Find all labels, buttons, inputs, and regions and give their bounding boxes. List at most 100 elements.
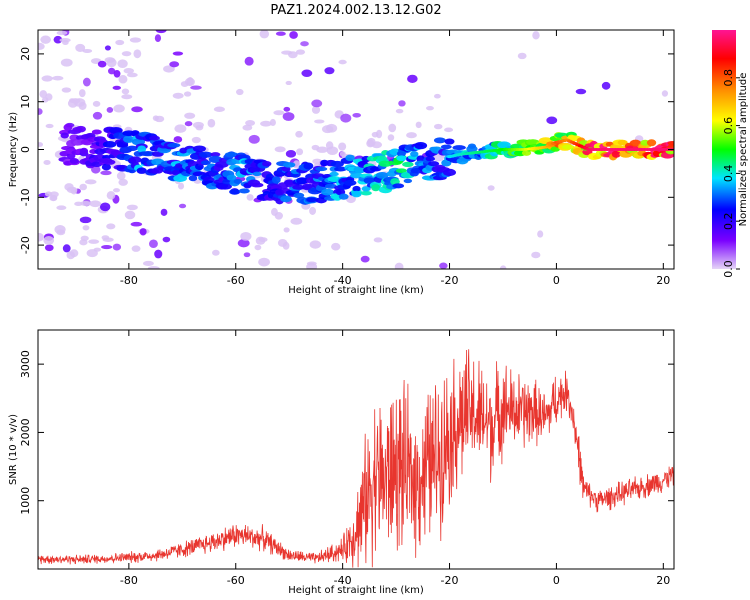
noise-blob	[245, 120, 256, 127]
noise-blob	[91, 165, 101, 174]
noise-blob	[283, 106, 291, 112]
ridge-blob	[433, 137, 446, 144]
ridge-blob	[334, 166, 347, 172]
ridge-blob	[188, 175, 198, 182]
noise-blob	[41, 75, 53, 82]
noise-blob	[289, 31, 298, 39]
noise-blob	[142, 260, 154, 266]
noise-blob	[312, 158, 322, 165]
noise-blob	[273, 110, 285, 116]
colorbar-tick-label: 0.6	[722, 117, 735, 135]
ridge-blob	[79, 147, 89, 155]
noise-blob	[295, 49, 306, 55]
ridge-blob	[402, 161, 414, 167]
ridge-blob	[521, 150, 532, 156]
noise-blob	[254, 244, 262, 251]
noise-blob	[324, 67, 335, 75]
spectrogram-panel: -80 -60 -40 -20 0 20 -20 -10 0 10 20 Height of str…	[8, 29, 675, 296]
x-tick-label: -80	[120, 574, 138, 587]
ridge-blob	[102, 140, 117, 148]
ridge-blob	[210, 152, 221, 157]
ridge-blob	[91, 129, 102, 135]
ridge-blob	[315, 166, 328, 172]
colorbar-tick-label: 0.0	[722, 260, 735, 278]
noise-blob	[281, 50, 293, 55]
noise-blob	[129, 37, 142, 43]
ridge-blob	[324, 183, 337, 189]
noise-blob	[340, 113, 352, 123]
ridge-blob	[390, 178, 400, 186]
spectrogram-ticks: -80 -60 -40 -20 0 20 -20 -10 0 10 20	[19, 30, 674, 287]
ridge-blob	[109, 127, 123, 134]
noise-blob	[575, 88, 587, 95]
ridge-blob	[352, 185, 361, 192]
ridge-blob	[141, 150, 155, 157]
noise-blob	[434, 123, 443, 130]
x-tick-label: -40	[334, 274, 352, 287]
ridge-blob	[371, 184, 381, 192]
ridge-blob	[561, 144, 575, 150]
noise-blob	[388, 123, 397, 133]
ridge-blob	[646, 139, 657, 147]
noise-blob	[45, 123, 54, 129]
noise-blob	[123, 68, 135, 74]
noise-blob	[190, 85, 202, 90]
noise-blob	[191, 136, 201, 144]
ridge-blob	[351, 190, 362, 198]
noise-blob	[38, 108, 43, 115]
noise-blob	[38, 42, 45, 50]
noise-blob	[49, 191, 59, 198]
ridge-blob	[69, 157, 79, 164]
ridge-blob	[395, 168, 407, 174]
ridge-blob	[667, 141, 674, 146]
y-tick-label: 3000	[19, 350, 32, 378]
noise-blob	[149, 239, 158, 249]
ridge-blob	[414, 141, 428, 150]
colorbar-tick-label: 0.2	[722, 212, 735, 230]
noise-blob	[84, 179, 97, 185]
noise-blob	[80, 235, 89, 241]
x-tick-label: -80	[120, 274, 138, 287]
noise-blob	[499, 265, 507, 269]
noise-blob	[131, 245, 141, 252]
noise-blob	[43, 159, 51, 166]
ridge-blob	[103, 159, 116, 165]
snr-panel: -80 -60 -40 -20 0 20 1000 2000 3000 Height of st…	[8, 329, 675, 596]
noise-blob	[309, 206, 317, 215]
noise-blob	[301, 69, 313, 78]
noise-blob	[53, 35, 63, 44]
noise-blob	[121, 51, 132, 57]
noise-blob	[80, 200, 92, 207]
noise-blob	[113, 188, 121, 193]
ridge-blob	[330, 160, 344, 168]
ridge-blob	[427, 161, 440, 167]
noise-blob	[130, 221, 143, 227]
x-tick-label: 20	[656, 574, 670, 587]
noise-blob	[213, 106, 225, 112]
noise-blob	[192, 121, 204, 129]
ridge-blob	[75, 125, 86, 133]
noise-blob	[186, 77, 194, 86]
colorbar-ticks: 0.0 0.2 0.4 0.6 0.8	[722, 69, 740, 278]
ridge-blob	[363, 177, 376, 184]
ridge-blob	[321, 188, 335, 196]
noise-blob	[56, 30, 68, 36]
y-tick-label: 10	[19, 95, 32, 109]
noise-blob	[116, 171, 126, 181]
noise-blob	[338, 142, 347, 151]
noise-blob	[61, 87, 72, 93]
x-tick-label: -60	[227, 574, 245, 587]
noise-blob	[106, 223, 116, 230]
noise-blob	[316, 146, 329, 153]
noise-blob	[255, 236, 266, 245]
noise-blob	[394, 262, 404, 269]
noise-blob	[531, 251, 541, 259]
noise-blob	[398, 100, 406, 107]
noise-blob	[163, 65, 175, 73]
noise-blob	[311, 144, 320, 151]
y-tick-label: -10	[19, 188, 32, 206]
noise-blob	[62, 244, 71, 253]
noise-blob	[112, 85, 121, 90]
noise-blob	[54, 225, 66, 234]
ridge-blob	[149, 135, 160, 141]
